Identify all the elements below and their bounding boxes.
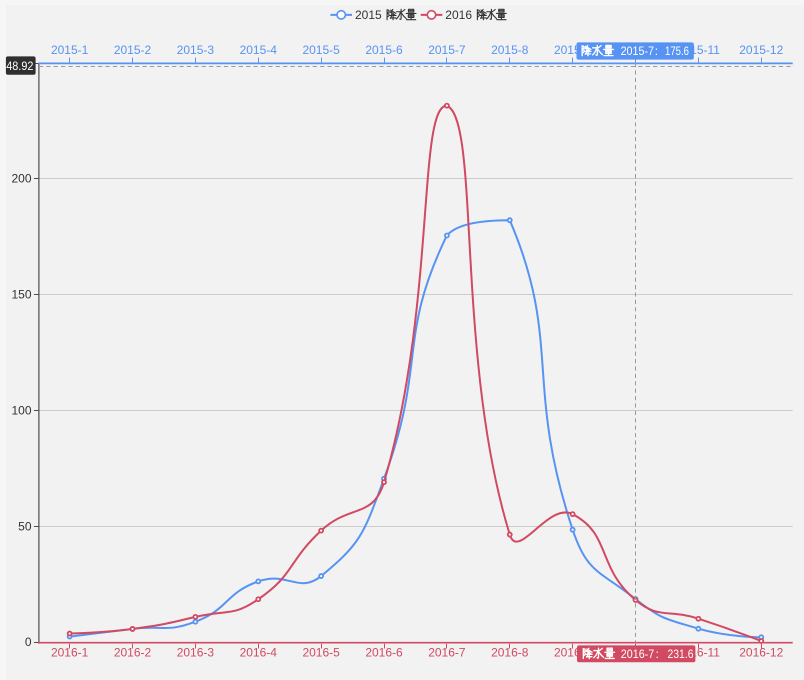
svg-text:2016-12: 2016-12 [739, 646, 783, 660]
svg-text:2016-1: 2016-1 [51, 646, 89, 660]
svg-text:2016: 2016 [445, 8, 472, 22]
svg-text:2015-7: 2015-7 [428, 43, 466, 57]
svg-text:2015-3: 2015-3 [177, 43, 215, 57]
svg-text:2015-5: 2015-5 [302, 43, 340, 57]
svg-text:175.6: 175.6 [665, 44, 689, 58]
svg-text:2015-1: 2015-1 [51, 43, 89, 57]
svg-text::: : [656, 647, 659, 661]
svg-text:2016-4: 2016-4 [240, 646, 278, 660]
svg-text:2015-7: 2015-7 [621, 44, 655, 58]
svg-text:2015-2: 2015-2 [114, 43, 152, 57]
svg-text:200: 200 [11, 172, 31, 186]
svg-text:2016-7: 2016-7 [428, 646, 466, 660]
svg-text:231.6: 231.6 [668, 647, 694, 661]
svg-text:2015-6: 2015-6 [365, 43, 403, 57]
svg-text:100: 100 [11, 403, 31, 417]
svg-text:0: 0 [25, 635, 32, 649]
svg-text:2016-5: 2016-5 [302, 646, 340, 660]
svg-text:2015-8: 2015-8 [491, 43, 529, 57]
svg-text:2016-3: 2016-3 [177, 646, 215, 660]
svg-text:2016-6: 2016-6 [365, 646, 403, 660]
svg-text:150: 150 [11, 287, 31, 301]
svg-text:50: 50 [18, 519, 32, 533]
svg-text:2016-2: 2016-2 [114, 646, 152, 660]
svg-text:248.92: 248.92 [0, 59, 33, 73]
svg-text:2015: 2015 [355, 8, 382, 22]
svg-text:2016-8: 2016-8 [491, 646, 529, 660]
svg-text::: : [655, 44, 658, 58]
svg-text:2015-4: 2015-4 [240, 43, 278, 57]
svg-text:2015-12: 2015-12 [739, 43, 783, 57]
svg-text:2016-7: 2016-7 [621, 647, 655, 661]
